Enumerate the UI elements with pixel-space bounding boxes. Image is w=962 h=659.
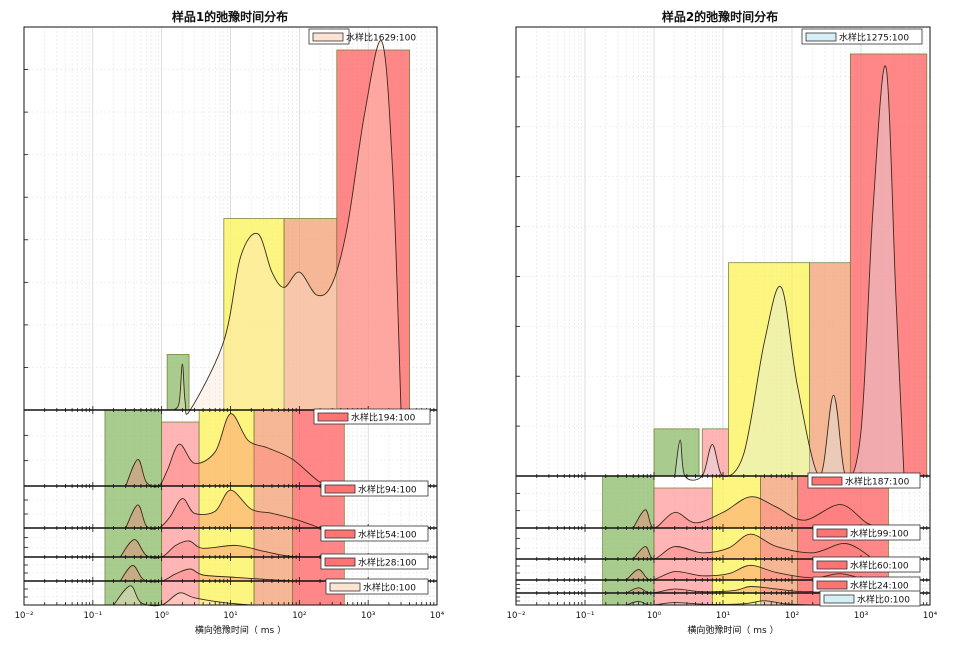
- series-area: [633, 496, 882, 529]
- legend-swatch: [816, 528, 848, 538]
- band-rect: [292, 409, 345, 606]
- band-rect: [653, 487, 713, 606]
- band-rect: [166, 354, 190, 411]
- chart-title: 样品1的弛豫时间分布: [172, 9, 288, 24]
- series-line: [113, 585, 252, 607]
- legend-label: 水样比99:100: [850, 528, 909, 540]
- band-rect: [104, 409, 163, 606]
- legend-label: 水样比60:100: [850, 560, 909, 572]
- legend-swatch: [324, 484, 356, 494]
- x-tick-label: 10⁰: [155, 611, 170, 621]
- x-tick-label: 10²: [292, 611, 306, 621]
- legend-label: 水样比1275:100: [839, 32, 909, 44]
- band-rect: [653, 428, 700, 477]
- legend-label: 水样比54:100: [358, 529, 417, 541]
- band-rect: [336, 49, 410, 411]
- series-area: [626, 565, 867, 581]
- series-line: [125, 489, 321, 530]
- legend-swatch: [324, 557, 356, 567]
- band-rect: [809, 262, 851, 477]
- series-area: [626, 586, 861, 594]
- legend-swatch: [317, 412, 349, 422]
- legend-swatch: [324, 529, 356, 539]
- series-area: [626, 600, 813, 606]
- x-tick-label: 10³: [361, 611, 375, 621]
- series-area: [674, 65, 904, 481]
- x-tick-label: 10²: [785, 611, 799, 621]
- legend-swatch: [816, 560, 848, 570]
- x-tick-label: 10⁴: [923, 611, 938, 621]
- x-tick-label: 10¹: [223, 611, 237, 621]
- legend-label: 水样比194:100: [351, 412, 416, 424]
- legend-swatch: [329, 582, 361, 592]
- band-rect: [728, 262, 810, 477]
- legend-swatch: [805, 32, 837, 42]
- legend-swatch: [811, 476, 843, 486]
- chart-title: 样品2的弛豫时间分布: [662, 9, 778, 24]
- legend-label: 水样比94:100: [358, 484, 417, 496]
- series-line: [173, 40, 402, 415]
- legend-swatch: [312, 32, 344, 42]
- legend-swatch: [823, 594, 855, 604]
- x-axis-label: 横向弛豫时间（ ms ）: [687, 624, 778, 636]
- band-rect: [760, 475, 798, 606]
- band-rect: [253, 409, 294, 606]
- x-tick-label: 10⁻²: [507, 611, 526, 621]
- x-axis-label: 横向弛豫时间（ ms ）: [195, 624, 286, 636]
- x-tick-label: 10⁻¹: [83, 611, 102, 621]
- band-rect: [602, 475, 655, 606]
- legend-label: 水样比1629:100: [346, 32, 416, 44]
- x-tick-label: 10⁻¹: [576, 611, 595, 621]
- x-tick-label: 10⁴: [430, 611, 445, 621]
- series-area: [125, 413, 337, 487]
- band-rect: [161, 421, 200, 606]
- series-line: [632, 533, 874, 560]
- series-area: [113, 585, 252, 606]
- legend-label: 水样比24:100: [850, 580, 909, 592]
- band-rect: [711, 475, 761, 606]
- x-tick-label: 10¹: [716, 611, 730, 621]
- series-area: [125, 490, 321, 529]
- x-tick-label: 10⁰: [647, 611, 662, 621]
- series-line: [674, 65, 905, 481]
- legend-label: 水样比0:100: [363, 582, 416, 594]
- legend-label: 水样比187:100: [845, 476, 910, 488]
- series-area: [173, 40, 401, 415]
- series-line: [119, 564, 293, 583]
- series-line: [119, 539, 300, 559]
- x-tick-label: 10⁻²: [15, 611, 34, 621]
- series-line: [125, 413, 337, 488]
- series-area: [120, 539, 300, 559]
- legend-swatch: [816, 580, 848, 590]
- x-tick-label: 10³: [854, 611, 868, 621]
- band-rect: [223, 218, 285, 411]
- legend-label: 水样比0:100: [857, 594, 910, 606]
- legend-label: 水样比28:100: [358, 557, 417, 569]
